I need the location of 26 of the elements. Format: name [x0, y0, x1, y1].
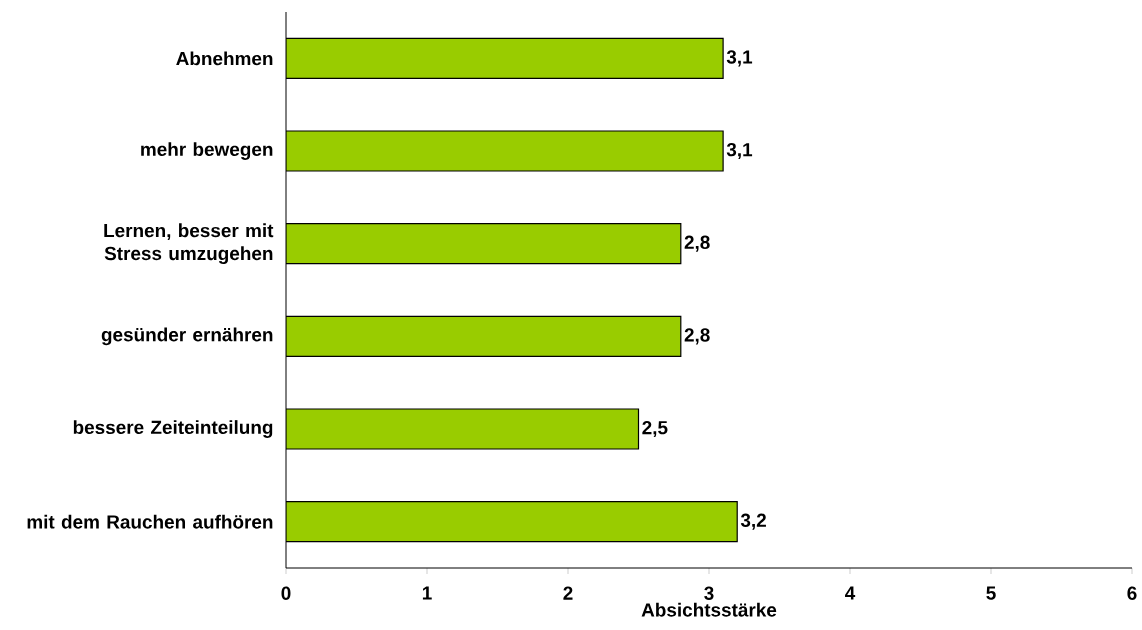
bar: [286, 408, 640, 450]
data-label: 3,2: [740, 513, 766, 530]
y-tick-label: mehr bewegen: [141, 142, 273, 160]
bar: [286, 223, 682, 265]
y-tick-label: Lernen, besser mit Stress umzugehen: [104, 223, 274, 264]
x-tick-label: 4: [845, 586, 856, 600]
y-tick-label: gesünder ernähren: [101, 327, 273, 346]
bar: [286, 315, 682, 357]
bar: [286, 130, 724, 172]
y-tick-label: Abnehmen: [176, 51, 273, 66]
bar: [286, 501, 738, 543]
data-label: 2,5: [642, 420, 668, 438]
y-tick-label: mit dem Rauchen aufhören: [27, 514, 273, 529]
data-label: 3,1: [726, 142, 753, 160]
x-tick-label: 2: [563, 586, 573, 600]
x-axis-title: Absichtsstärke: [641, 602, 777, 617]
data-label: 3,1: [726, 50, 753, 67]
x-tick-label: 6: [1127, 586, 1137, 600]
data-label: 2,8: [684, 328, 710, 345]
data-label: 2,8: [684, 235, 710, 252]
x-tick-label: 5: [986, 586, 996, 600]
x-tick-label: 1: [422, 586, 432, 600]
x-tick-label: 0: [281, 586, 291, 600]
x-tick-label: 3: [704, 586, 714, 600]
y-tick-label: bessere Zeiteinteilung: [73, 420, 273, 438]
bar: [286, 37, 724, 79]
